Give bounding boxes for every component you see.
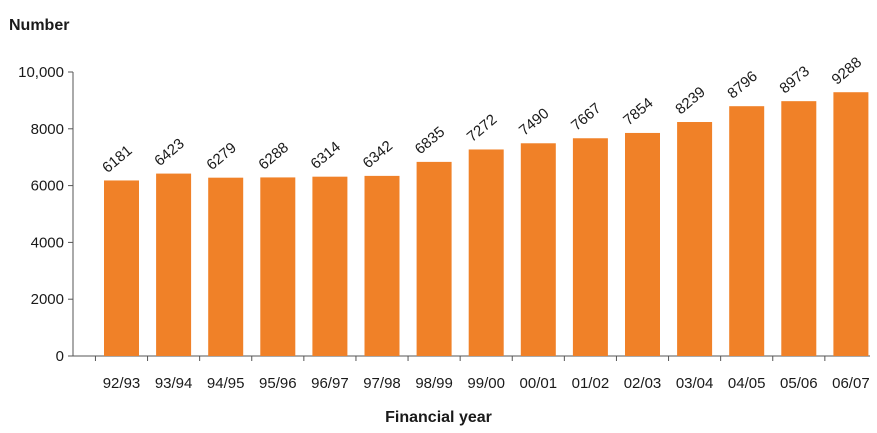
- data-label: 6835: [412, 123, 448, 157]
- data-label: 6342: [360, 137, 396, 171]
- x-tick-label: 96/97: [311, 375, 349, 392]
- bar: [729, 106, 765, 356]
- y-axis-title: Number: [9, 17, 70, 34]
- x-tick-label: 97/98: [363, 375, 401, 392]
- data-label: 8796: [724, 68, 760, 102]
- bar: [312, 176, 348, 356]
- x-tick-label: 01/02: [572, 375, 610, 392]
- x-tick-label: 99/00: [467, 375, 505, 392]
- y-tick-label: 8000: [31, 121, 64, 138]
- bar: [104, 180, 139, 356]
- bar: [260, 177, 296, 356]
- y-tick-label: 4000: [31, 234, 64, 251]
- data-label: 7667: [568, 100, 604, 134]
- bar: [572, 138, 608, 356]
- data-label: 6181: [99, 142, 135, 176]
- data-label: 7490: [516, 105, 552, 139]
- data-label: 6279: [203, 139, 239, 173]
- bar: [625, 132, 660, 356]
- bar: [364, 175, 400, 356]
- bar: [781, 101, 817, 356]
- y-tick-label: 6000: [31, 178, 64, 195]
- x-tick-label: 04/05: [728, 375, 766, 392]
- data-label: 7272: [464, 111, 500, 145]
- bar: [468, 149, 504, 356]
- y-tick-label: 0: [56, 348, 64, 365]
- y-tick-label: 2000: [31, 291, 64, 308]
- bar: [520, 143, 556, 356]
- x-tick-label: 98/99: [415, 375, 453, 392]
- x-axis-title: Financial year: [385, 409, 492, 426]
- x-tick-label: 93/94: [155, 375, 193, 392]
- data-label: 7854: [620, 95, 656, 129]
- data-label: 9288: [829, 54, 865, 88]
- x-tick-label: 95/96: [259, 375, 297, 392]
- data-label: 8973: [776, 63, 812, 97]
- bar: [208, 177, 244, 356]
- data-label: 6314: [308, 138, 344, 172]
- bar: [416, 161, 452, 356]
- data-label: 6288: [255, 139, 291, 173]
- data-label: 6423: [151, 135, 187, 169]
- data-label: 8239: [672, 84, 708, 118]
- bar: [833, 92, 869, 357]
- x-tick-label: 03/04: [676, 375, 714, 392]
- bar: [677, 122, 713, 357]
- x-tick-label: 94/95: [207, 375, 245, 392]
- x-tick-label: 05/06: [780, 375, 818, 392]
- x-tick-label: 06/07: [832, 375, 870, 392]
- x-tick-label: 02/03: [624, 375, 662, 392]
- y-tick-label: 10,000: [18, 64, 64, 81]
- x-tick-label: 92/93: [103, 375, 141, 392]
- x-tick-label: 00/01: [520, 375, 558, 392]
- bar: [156, 173, 192, 356]
